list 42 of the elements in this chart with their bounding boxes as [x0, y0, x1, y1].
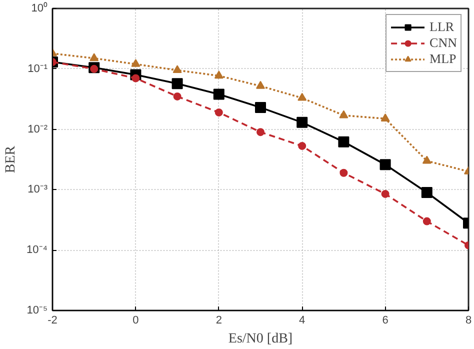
y-tick-label: 10⁻¹	[28, 62, 48, 75]
x-tick-label: 8	[465, 314, 472, 326]
legend-label: CNN	[430, 35, 457, 51]
x-tick-label: 0	[132, 314, 139, 326]
y-tick-label: 10⁻⁵	[26, 304, 48, 316]
y-tick-label: 10⁻²	[28, 123, 48, 136]
y-tick-label: 10⁻³	[28, 184, 48, 196]
point	[256, 80, 265, 89]
point	[214, 70, 224, 79]
point	[172, 78, 183, 90]
point	[380, 159, 391, 170]
point	[214, 108, 223, 116]
point	[213, 88, 224, 100]
point	[381, 190, 390, 198]
x-tick-label: 2	[216, 314, 222, 326]
x-axis-title: Es/N0 [dB]	[228, 332, 293, 346]
y-axis-title: BER	[4, 145, 19, 174]
point	[339, 110, 348, 118]
point	[338, 136, 350, 148]
point	[298, 142, 306, 150]
point	[90, 53, 99, 62]
point	[340, 168, 348, 177]
y-tick-label: 10⁰	[31, 2, 48, 14]
point	[131, 59, 140, 67]
x-tick-label: 6	[382, 314, 388, 326]
point	[380, 114, 390, 122]
point	[90, 64, 98, 73]
point	[298, 92, 307, 101]
x-tick-label: 4	[299, 314, 306, 326]
point	[255, 102, 266, 113]
point	[173, 92, 182, 100]
point	[172, 65, 182, 74]
point	[256, 128, 264, 136]
legend-label: MLP	[430, 51, 456, 67]
point	[296, 116, 308, 128]
point	[422, 156, 432, 164]
y-tick-label: 10⁻⁴	[26, 244, 48, 256]
point	[421, 186, 432, 198]
x-tick-label: -2	[48, 314, 58, 326]
legend-label: LLR	[430, 19, 454, 35]
point	[132, 74, 140, 82]
point	[422, 217, 431, 226]
